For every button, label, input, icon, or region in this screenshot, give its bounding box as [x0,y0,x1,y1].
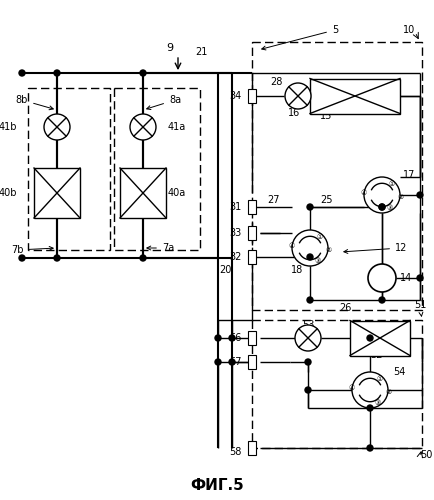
Text: ③: ③ [374,400,380,406]
Text: 8b: 8b [16,95,53,110]
Bar [248,441,256,455]
Text: 57: 57 [230,357,242,367]
Text: 16: 16 [288,108,300,118]
Circle shape [54,255,60,261]
Circle shape [140,255,146,261]
Circle shape [295,325,321,351]
Text: 50: 50 [420,450,432,460]
Circle shape [130,114,156,140]
Circle shape [368,264,396,292]
Circle shape [305,359,311,365]
Circle shape [417,192,423,198]
Text: ①: ① [377,376,383,382]
Circle shape [367,335,373,341]
Text: 41a: 41a [168,122,186,132]
Text: 32: 32 [230,252,242,262]
Circle shape [367,445,373,451]
Bar [252,320,422,448]
Bar [248,250,256,264]
Text: ФИГ.5: ФИГ.5 [190,478,244,492]
Text: 17: 17 [403,170,415,180]
Text: ①: ① [389,181,395,187]
Text: 51: 51 [414,300,426,316]
Text: ③: ③ [386,204,392,210]
Text: 27: 27 [267,195,279,205]
Text: 5: 5 [262,25,338,50]
Circle shape [44,114,70,140]
Bar [120,168,166,218]
Circle shape [379,204,385,210]
Text: ②: ② [326,247,332,253]
Bar [350,320,410,356]
Text: 40a: 40a [168,188,186,198]
Bar [252,42,422,310]
Text: 21: 21 [195,47,207,57]
Text: 18: 18 [291,265,303,275]
Circle shape [305,387,311,393]
Text: ②: ② [385,389,391,395]
Circle shape [379,297,385,303]
Circle shape [367,405,373,411]
Circle shape [292,230,328,266]
Circle shape [215,335,221,341]
Circle shape [364,177,400,213]
Text: 8a: 8a [147,95,181,110]
Circle shape [19,70,25,76]
Text: 7a: 7a [147,243,174,253]
Circle shape [307,254,313,260]
Text: ②: ② [397,194,404,200]
Bar [248,89,256,103]
Circle shape [19,255,25,261]
Bar [248,331,256,345]
Bar [28,88,110,250]
Text: 56: 56 [230,333,242,343]
Text: 41b: 41b [0,122,17,132]
Bar [248,355,256,369]
Circle shape [54,70,60,76]
Bar [310,78,400,114]
Text: 14: 14 [400,273,412,283]
Text: 10: 10 [403,25,415,35]
Circle shape [140,70,146,76]
Text: ③: ③ [314,258,320,264]
Bar [248,200,256,214]
Text: 58: 58 [230,447,242,457]
Bar [248,226,256,240]
Text: 40b: 40b [0,188,17,198]
Text: 9: 9 [166,43,173,53]
Text: ④: ④ [289,243,295,249]
Bar [114,88,200,250]
Circle shape [352,372,388,408]
Text: 52: 52 [370,350,382,360]
Text: 26: 26 [339,303,351,313]
Text: ④: ④ [361,190,367,196]
Text: 12: 12 [344,243,408,254]
Circle shape [417,275,423,281]
Text: 54: 54 [393,367,405,377]
Circle shape [307,204,313,210]
Text: 20: 20 [219,265,231,275]
Text: 53: 53 [302,320,314,330]
Circle shape [307,297,313,303]
Text: ④: ④ [349,385,355,391]
Text: 34: 34 [230,91,242,101]
Text: 15: 15 [320,111,332,121]
Text: 7b: 7b [11,245,53,255]
Circle shape [285,83,311,109]
Circle shape [229,335,235,341]
Circle shape [379,204,385,210]
Text: 25: 25 [320,195,332,205]
Text: 31: 31 [230,202,242,212]
Text: 28: 28 [270,77,282,87]
Circle shape [229,359,235,365]
Text: ①: ① [317,234,323,240]
Circle shape [215,359,221,365]
Bar [34,168,80,218]
Text: 33: 33 [230,228,242,238]
